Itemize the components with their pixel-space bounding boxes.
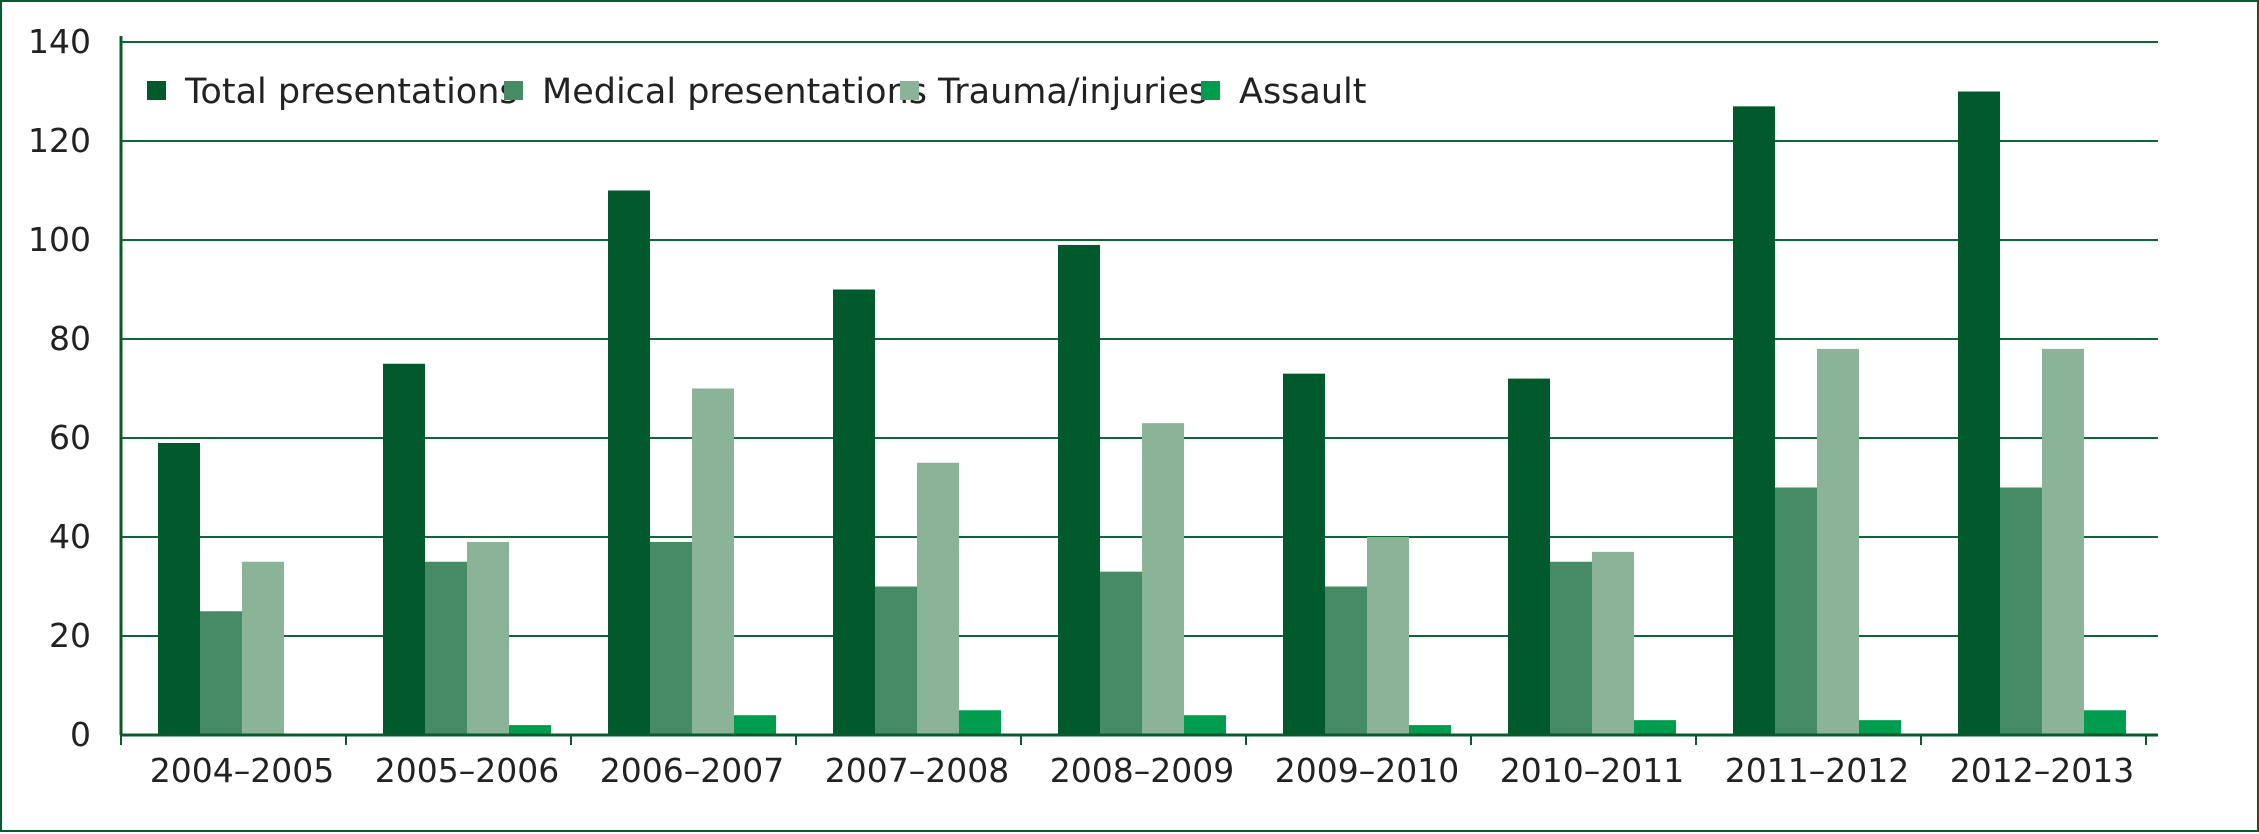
bar xyxy=(509,725,551,735)
x-tick-label: 2007–2008 xyxy=(825,751,1009,790)
axes xyxy=(119,36,2158,745)
y-tick-label: 80 xyxy=(49,319,91,358)
y-tick-labels: 0 20 40 60 80 100 120 140 xyxy=(28,22,91,754)
bar xyxy=(917,462,959,735)
y-tick-label: 40 xyxy=(49,517,91,556)
bar xyxy=(2084,710,2126,735)
y-tick-label: 0 xyxy=(70,715,91,754)
bar xyxy=(1283,373,1325,735)
bar xyxy=(425,561,467,735)
bar xyxy=(242,561,284,735)
legend-label: Total presentations xyxy=(184,72,518,112)
legend-item: Trauma/injuries xyxy=(900,72,1207,112)
y-tick-label: 140 xyxy=(28,22,91,61)
bar xyxy=(1058,244,1100,735)
bar xyxy=(1367,537,1409,735)
bar xyxy=(1142,423,1184,735)
x-tick-labels: 2004–2005 2005–2006 2006–2007 2007–2008 2008… xyxy=(150,751,2134,790)
x-tick-label: 2012–2013 xyxy=(1950,751,2134,790)
bars xyxy=(158,91,2126,736)
legend-label: Trauma/injuries xyxy=(937,72,1207,112)
legend: Total presentations Medical presentations… xyxy=(147,72,1367,112)
bar xyxy=(383,363,425,735)
bar xyxy=(200,611,242,735)
y-tick-label: 100 xyxy=(28,220,91,259)
bar xyxy=(1958,91,2000,735)
bar xyxy=(1817,348,1859,735)
bar xyxy=(1775,487,1817,735)
bar xyxy=(1409,725,1451,735)
x-tick-label: 2011–2012 xyxy=(1725,751,1909,790)
bar xyxy=(1634,720,1676,735)
x-tick-label: 2010–2011 xyxy=(1500,751,1684,790)
legend-label: Assault xyxy=(1239,72,1367,112)
bar xyxy=(608,190,650,735)
legend-item: Assault xyxy=(1201,72,1367,112)
bar xyxy=(734,715,776,735)
legend-label: Medical presentations xyxy=(542,72,927,112)
bar xyxy=(1733,106,1775,736)
bar xyxy=(650,541,692,735)
x-tick-label: 2008–2009 xyxy=(1050,751,1234,790)
x-tick-label: 2009–2010 xyxy=(1275,751,1459,790)
bar xyxy=(1508,378,1550,735)
bar xyxy=(1592,551,1634,735)
bar xyxy=(1100,571,1142,735)
bar xyxy=(1184,715,1226,735)
bar xyxy=(692,388,734,735)
bar xyxy=(158,442,200,735)
y-tick-label: 20 xyxy=(49,616,91,655)
y-tick-label: 60 xyxy=(49,418,91,457)
legend-item: Medical presentations xyxy=(504,72,927,112)
bar xyxy=(2042,348,2084,735)
bar xyxy=(467,541,509,735)
legend-swatch xyxy=(147,81,166,100)
legend-swatch xyxy=(900,81,919,100)
legend-item: Total presentations xyxy=(147,72,518,112)
x-tick-label: 2004–2005 xyxy=(150,751,334,790)
legend-swatch xyxy=(1201,81,1220,100)
x-tick-label: 2006–2007 xyxy=(600,751,784,790)
bar xyxy=(875,586,917,735)
bar xyxy=(2000,487,2042,735)
bar xyxy=(833,289,875,735)
bar xyxy=(1859,720,1901,735)
x-tick-label: 2005–2006 xyxy=(375,751,559,790)
bar xyxy=(1325,586,1367,735)
bar xyxy=(1550,561,1592,735)
gridlines xyxy=(121,41,2158,637)
y-tick-label: 120 xyxy=(28,121,91,160)
bar xyxy=(959,710,1001,735)
legend-swatch xyxy=(504,81,523,100)
